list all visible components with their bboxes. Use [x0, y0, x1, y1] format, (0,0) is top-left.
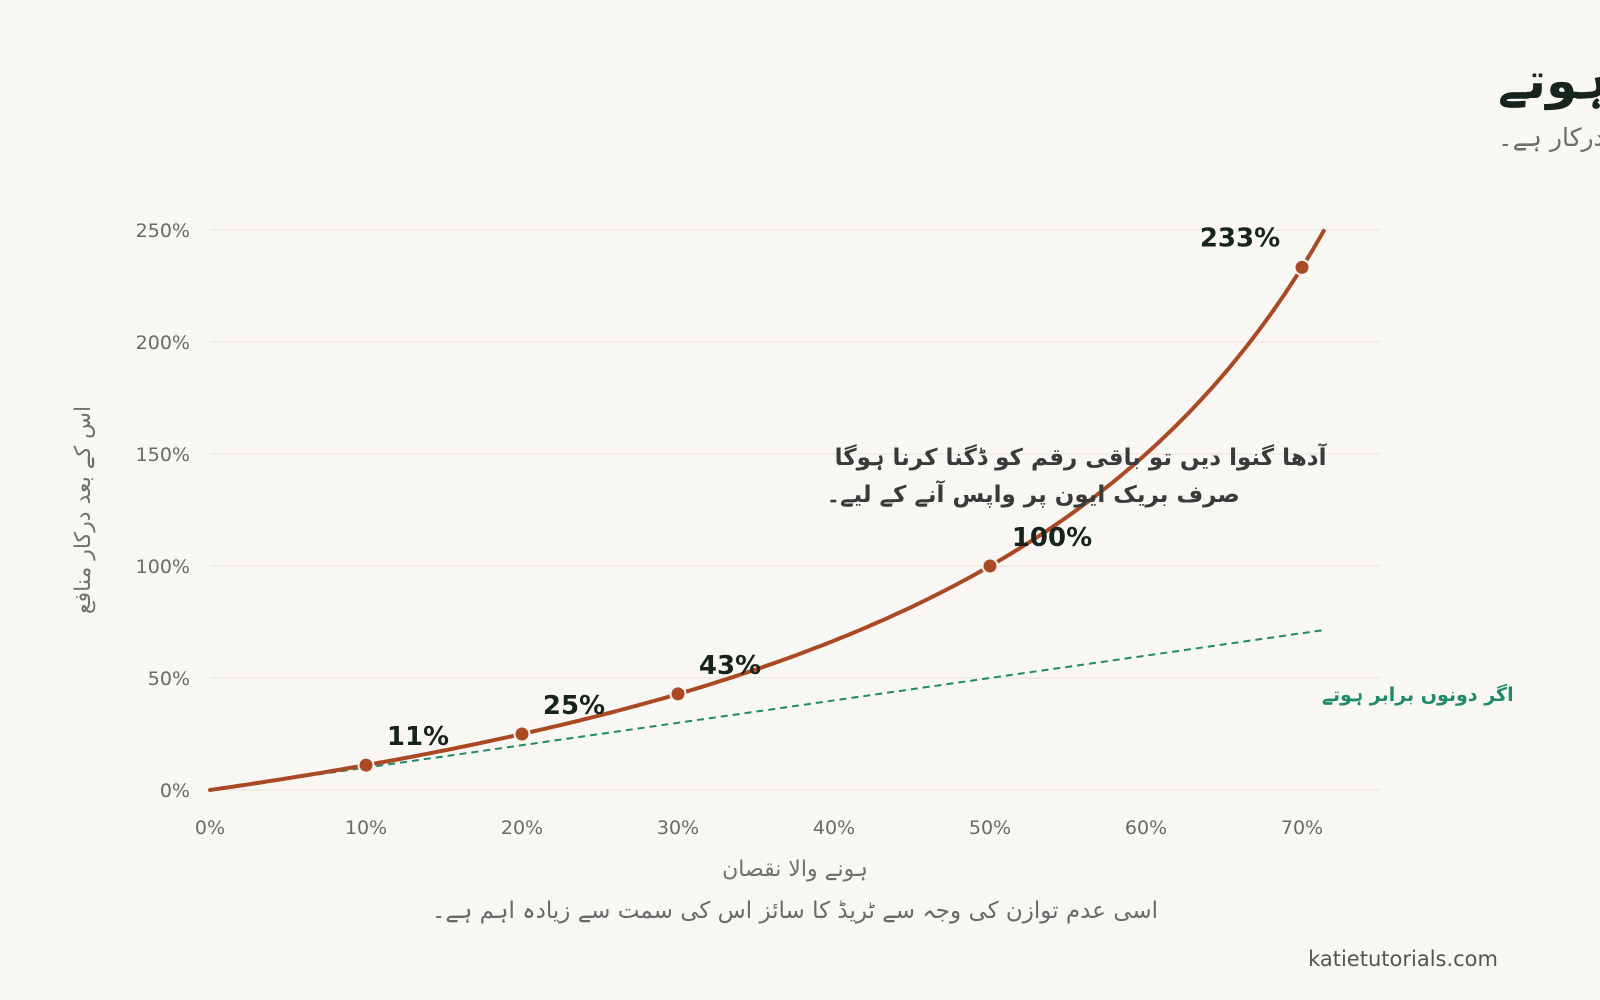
series-required-gain-line — [208, 228, 1326, 792]
y-tick-label: 150% — [136, 444, 190, 466]
data-label-100%: 100% — [1012, 523, 1092, 553]
data-label-43%: 43% — [699, 651, 761, 681]
x-tick-layer: 0% 10% 20% 30% 40% 50% 60% 70% — [195, 817, 1323, 839]
x-tick-label: 0% — [195, 817, 225, 839]
data-point-100% — [981, 557, 999, 575]
annotation: آدھا گنوا دیں تو باقی رقم کو ڈگنا کرنا ہ… — [827, 442, 1328, 508]
source-credit: katietutorials.com — [1308, 947, 1498, 971]
data-point-233% — [1293, 258, 1311, 276]
x-axis-label: ہونے والا نقصان — [722, 857, 868, 882]
y-tick-layer: 0% 50% 100% 150% 200% 250% — [136, 220, 190, 802]
x-tick-label: 60% — [1125, 817, 1167, 839]
y-tick-label: 50% — [148, 668, 190, 690]
data-label-233%: 233% — [1200, 223, 1280, 253]
chart-subtitle: نقصان کے بعد صرف شروع کی جگہ پر لوٹنے کے… — [1498, 123, 1600, 153]
grid-layer — [210, 229, 1380, 791]
footnote: اسی عدم توازن کی وجہ سے ٹریڈ کا سائز اس … — [432, 898, 1158, 924]
x-tick-label: 30% — [657, 817, 699, 839]
chart-title: نقصان اور واپسی برابر نہیں ہوتے — [1498, 52, 1600, 111]
x-tick-label: 40% — [813, 817, 855, 839]
data-label-11%: 11% — [387, 722, 449, 752]
data-label-25%: 25% — [543, 691, 605, 721]
data-point-25% — [513, 725, 531, 743]
data-point-43% — [669, 685, 687, 703]
reference-line-label: اگر دونوں برابر ہوتے — [1322, 683, 1514, 706]
highlight-points: 11% 25% 43% 100% 233% — [357, 223, 1311, 774]
y-tick-label: 250% — [136, 220, 190, 242]
series-reference-line — [209, 629, 1324, 791]
annotation-line-2: صرف بریک ایون پر واپس آنے کے لیے۔ — [827, 479, 1240, 508]
x-tick-label: 70% — [1281, 817, 1323, 839]
y-tick-label: 100% — [136, 556, 190, 578]
data-point-11% — [357, 756, 375, 774]
x-tick-label: 20% — [501, 817, 543, 839]
x-tick-label: 50% — [969, 817, 1011, 839]
y-tick-label: 0% — [160, 780, 190, 802]
y-axis-label: اس کے بعد درکار منافع — [71, 406, 96, 614]
y-tick-label: 200% — [136, 332, 190, 354]
annotation-line-1: آدھا گنوا دیں تو باقی رقم کو ڈگنا کرنا ہ… — [835, 442, 1328, 471]
x-tick-label: 10% — [345, 817, 387, 839]
